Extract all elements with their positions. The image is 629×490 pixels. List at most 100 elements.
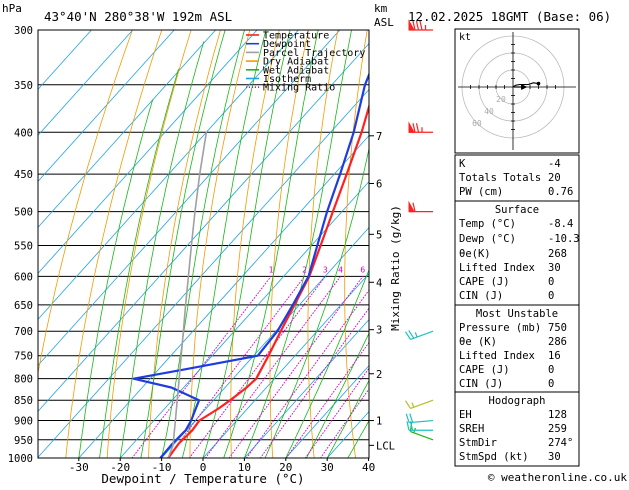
pressure-tick-label: 350 xyxy=(14,80,33,92)
mu-cin-label: CIN (J) xyxy=(459,378,503,390)
temp-tick-label: 10 xyxy=(238,461,251,474)
surface-box: Surface Temp (°C) -8.4 Dewp (°C) -10.3 θ… xyxy=(454,200,580,306)
barb-half-feather xyxy=(411,402,415,408)
barb-feather xyxy=(412,123,416,133)
barb-feather xyxy=(404,400,411,409)
mixing-ratio-line xyxy=(131,275,272,458)
datetime-title: 12.02.2025 18GMT (Base: 06) xyxy=(408,9,611,24)
surface-thetae-label: θe(K) xyxy=(459,248,491,260)
totals-totals-value: 20 xyxy=(548,172,561,184)
hodograph-trace xyxy=(512,82,540,88)
surface-li-value: 30 xyxy=(548,262,561,274)
location-title: 43°40'N 280°38'W 192m ASL xyxy=(44,9,232,24)
isotherm-line xyxy=(38,30,299,320)
hodograph-table-title: Hodograph xyxy=(489,395,546,407)
dry-adiabat-line xyxy=(269,30,309,458)
mixing-ratio-label: 1 xyxy=(269,265,274,274)
mixing-ratio-line xyxy=(246,289,369,458)
most-unstable-frame xyxy=(454,304,580,393)
km-tick-label: LCL xyxy=(376,440,395,452)
surface-dewp-value: -10.3 xyxy=(548,233,580,245)
isotherm-line xyxy=(38,30,258,274)
mu-thetae-label: θe (K) xyxy=(459,336,497,348)
mixing-ratio-line xyxy=(304,367,369,458)
km-tick-label: 6 xyxy=(376,178,382,190)
stmdir-label: StmDir xyxy=(459,437,497,449)
dry-adiabat-line xyxy=(230,30,280,458)
isotherm-line xyxy=(161,226,369,458)
wind-barb xyxy=(408,121,433,133)
pw-value: 0.76 xyxy=(548,186,573,198)
wet-adiabat-line xyxy=(140,30,226,458)
surface-temp-label: Temp (°C) xyxy=(459,218,516,230)
isotherm-line xyxy=(38,30,134,136)
mixing-ratio-label: 3 xyxy=(323,265,328,274)
mixing-ratio-line xyxy=(188,275,326,458)
wet-adiabat-line xyxy=(306,332,369,458)
mixing-ratio-label: 2 xyxy=(302,265,307,274)
hodograph-table-frame xyxy=(454,391,580,467)
sreh-label: SREH xyxy=(459,423,484,435)
sreh-value: 259 xyxy=(548,423,567,435)
km-tick-label: 7 xyxy=(376,131,382,143)
hodograph-ring-label: 40 xyxy=(484,107,494,116)
mixing-ratio-axis-label: Mixing Ratio (g/kg) xyxy=(389,205,402,331)
wind-barb xyxy=(404,399,434,409)
mixing-ratio-label: 4 xyxy=(338,265,343,274)
mu-cape-label: CAPE (J) xyxy=(459,364,510,376)
parcel-trajectory-series-line xyxy=(167,131,208,458)
most-unstable-title: Most Unstable xyxy=(476,308,558,320)
pressure-tick-label: 800 xyxy=(14,374,33,386)
mu-li-value: 16 xyxy=(548,350,561,362)
isotherm-line xyxy=(38,30,217,228)
mu-li-label: Lifted Index xyxy=(459,350,535,362)
legend-label: Dry Adiabat xyxy=(263,57,329,68)
asl-unit: ASL xyxy=(374,16,394,29)
isotherm-line xyxy=(38,30,175,182)
hodograph-frame xyxy=(454,28,580,154)
mixing-ratio-line xyxy=(320,388,369,458)
indices-frame xyxy=(454,154,580,204)
barb-feather xyxy=(404,331,411,340)
surface-title: Surface xyxy=(495,204,539,216)
wet-adiabat-line xyxy=(161,30,245,458)
legend-label: Wet Adiabat xyxy=(263,65,329,76)
k-index-label: K xyxy=(459,158,466,170)
indices-box: K -4 Totals Totals 20 PW (cm) 0.76 xyxy=(454,154,580,204)
dry-adiabat-line xyxy=(344,30,368,458)
hodograph-ring-label: 60 xyxy=(472,119,482,128)
barb-flag xyxy=(408,121,415,133)
stmspd-value: 30 xyxy=(548,451,561,463)
pressure-tick-label: 850 xyxy=(14,395,33,407)
mixing-ratio-line xyxy=(167,275,305,458)
surface-temp-value: -8.4 xyxy=(548,218,573,230)
wind-barb xyxy=(404,330,434,340)
barb-feather xyxy=(412,20,416,31)
pressure-tick-label: 500 xyxy=(14,207,33,219)
hodograph-end-dot xyxy=(536,81,541,86)
temp-tick-label: -10 xyxy=(152,461,172,474)
wet-adiabat-line xyxy=(78,99,154,458)
eh-label: EH xyxy=(459,409,472,421)
barb-feather xyxy=(409,413,414,423)
barb-flag xyxy=(408,200,415,213)
isotherm-line xyxy=(38,42,369,412)
hodograph-ring-label: 20 xyxy=(496,95,506,104)
km-tick-label: 1 xyxy=(376,416,382,428)
surface-cape-label: CAPE (J) xyxy=(459,276,510,288)
wet-adiabat-line xyxy=(285,268,369,458)
temp-tick-label: -30 xyxy=(69,461,89,474)
dry-adiabat-line xyxy=(38,30,133,376)
isotherm-line xyxy=(202,272,369,458)
mu-pressure-value: 750 xyxy=(548,322,567,334)
wet-adiabat-line xyxy=(119,41,205,458)
wind-barbs xyxy=(404,19,434,441)
isotherm-line xyxy=(285,364,369,458)
barb-feather xyxy=(419,20,423,31)
axes: 3003504004505005506006507007508008509009… xyxy=(8,25,395,474)
temp-tick-label: 40 xyxy=(362,461,375,474)
